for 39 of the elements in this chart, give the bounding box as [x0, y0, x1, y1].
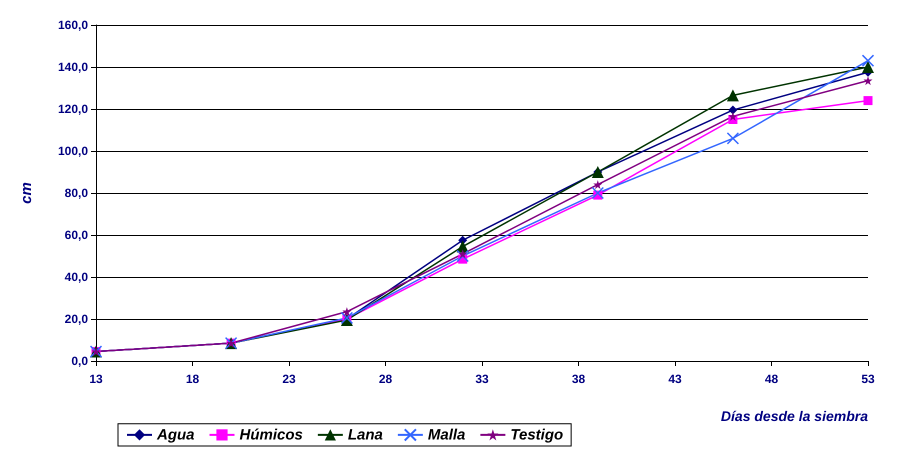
y-tick-label: 0,0 — [71, 354, 88, 368]
y-tick-label: 120,0 — [58, 102, 88, 116]
point — [592, 186, 604, 200]
x-tick-label: 18 — [186, 372, 200, 386]
y-tick-label: 160,0 — [58, 18, 88, 32]
point — [593, 180, 602, 190]
point — [728, 106, 738, 115]
x-tick-label: 23 — [282, 372, 296, 386]
y-tick-label: 40,0 — [64, 270, 88, 284]
y-axis-title: cm — [18, 182, 35, 204]
point — [728, 112, 738, 121]
point — [726, 132, 740, 145]
x-tick-label: 13 — [89, 372, 103, 386]
point — [456, 250, 469, 262]
y-tick-label: 60,0 — [64, 228, 88, 242]
point — [342, 307, 352, 316]
y-tick-label: 80,0 — [64, 186, 88, 200]
x-tick-label: 33 — [475, 372, 489, 386]
x-tick-label: 28 — [378, 372, 392, 386]
y-tick-label: 20,0 — [64, 312, 88, 326]
x-tick-label: 43 — [668, 372, 682, 386]
x-axis-title: Días desde la siembra — [720, 408, 868, 424]
point — [862, 54, 874, 67]
y-tick-label: 100,0 — [58, 144, 88, 158]
point — [458, 249, 468, 258]
x-tick-label: 38 — [572, 372, 586, 386]
legend-label: Agua — [156, 426, 194, 444]
x-tick-label: 48 — [764, 372, 778, 386]
legend-label: Malla — [428, 426, 466, 444]
x-tick-label: 53 — [861, 372, 875, 386]
point — [862, 61, 874, 73]
legend-label: Testigo — [510, 426, 564, 444]
legend-label: Húmicos — [240, 426, 303, 444]
y-tick-label: 140,0 — [58, 60, 88, 74]
point — [864, 76, 872, 86]
point — [340, 312, 354, 324]
point — [864, 96, 872, 106]
legend-label: Lana — [348, 426, 383, 444]
point — [726, 89, 739, 102]
